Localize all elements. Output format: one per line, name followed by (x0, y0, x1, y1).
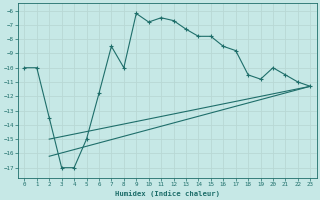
X-axis label: Humidex (Indice chaleur): Humidex (Indice chaleur) (115, 190, 220, 197)
